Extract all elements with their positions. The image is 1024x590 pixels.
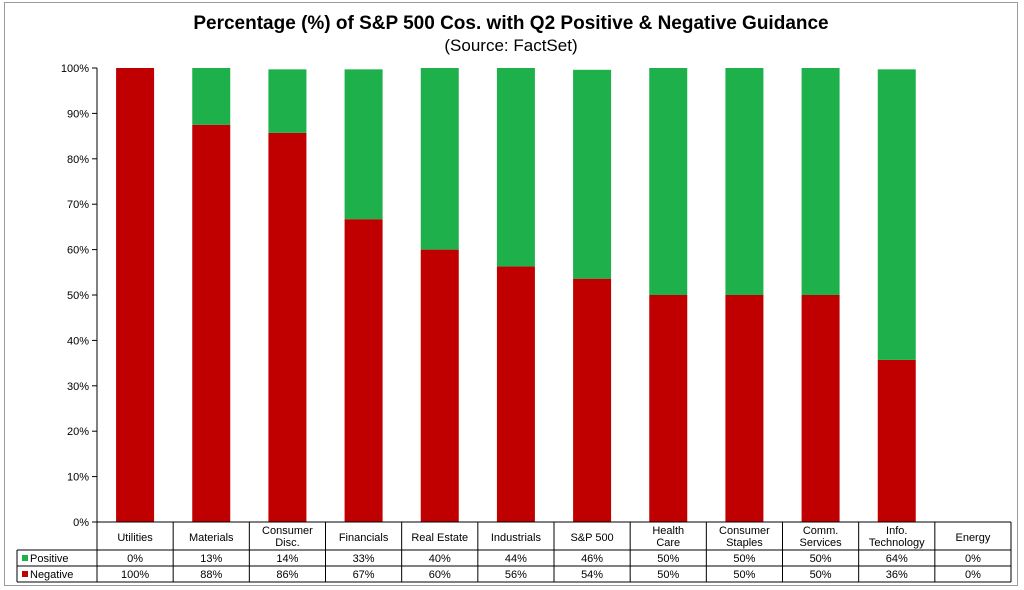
category-label: Consumer xyxy=(262,525,313,537)
y-tick-label: 0% xyxy=(73,517,89,529)
bar-negative xyxy=(268,132,307,522)
category-label: Comm. xyxy=(803,525,838,537)
table-value: 54% xyxy=(581,569,603,581)
bar-positive xyxy=(649,68,688,295)
bar-positive xyxy=(801,68,840,295)
table-value: 44% xyxy=(505,553,527,565)
category-label: Disc. xyxy=(275,537,299,549)
category-label: Financials xyxy=(339,532,389,544)
table-value: 86% xyxy=(276,569,298,581)
table-value: 0% xyxy=(965,553,981,565)
table-value: 0% xyxy=(965,569,981,581)
category-label: Staples xyxy=(726,537,763,549)
bar-positive xyxy=(725,68,764,295)
bar-negative xyxy=(877,359,916,522)
table-value: 50% xyxy=(733,553,755,565)
bar-negative xyxy=(801,295,840,522)
stacked-bar-chart: Percentage (%) of S&P 500 Cos. with Q2 P… xyxy=(16,13,1012,583)
y-tick-label: 90% xyxy=(67,108,89,120)
table-value: 88% xyxy=(200,569,222,581)
bar-positive xyxy=(496,68,535,267)
y-tick-label: 60% xyxy=(67,245,89,257)
legend-label: Negative xyxy=(30,569,73,581)
legend-label: Positive xyxy=(30,553,69,565)
chart-frame: Percentage (%) of S&P 500 Cos. with Q2 P… xyxy=(4,2,1018,586)
category-label: Utilities xyxy=(117,532,153,544)
table-value: 100% xyxy=(121,569,149,581)
table-value: 50% xyxy=(657,553,679,565)
table-value: 0% xyxy=(127,553,143,565)
bar-negative xyxy=(573,278,612,522)
table-value: 67% xyxy=(353,569,375,581)
y-axis: 0% 10% 20% 30% 40% 50% 60% 70% 80% 90% 100% xyxy=(61,63,98,529)
bar-negative xyxy=(116,68,155,522)
table-value: 50% xyxy=(657,569,679,581)
chart-subtitle: (Source: FactSet) xyxy=(444,36,577,55)
bar-negative xyxy=(420,249,459,522)
bar-negative xyxy=(344,219,383,522)
category-label: Materials xyxy=(189,532,234,544)
category-label: Care xyxy=(656,537,680,549)
table-value: 64% xyxy=(886,553,908,565)
category-label: Technology xyxy=(869,537,925,549)
bar-positive xyxy=(877,69,916,360)
category-label: Health xyxy=(652,525,684,537)
table-value: 50% xyxy=(810,569,832,581)
table-value: 36% xyxy=(886,569,908,581)
y-tick-label: 20% xyxy=(67,426,89,438)
table-value: 56% xyxy=(505,569,527,581)
category-label: Info. xyxy=(886,525,907,537)
category-label: Energy xyxy=(955,532,990,544)
y-tick-label: 40% xyxy=(67,335,89,347)
category-label: S&P 500 xyxy=(570,532,613,544)
y-tick-label: 30% xyxy=(67,381,89,393)
bar-positive xyxy=(420,68,459,250)
bar-positive xyxy=(268,69,307,133)
table-value: 60% xyxy=(429,569,451,581)
bar-negative xyxy=(496,266,535,522)
bars xyxy=(116,68,916,522)
y-tick-label: 70% xyxy=(67,199,89,211)
bar-positive xyxy=(344,69,383,220)
legend-swatch xyxy=(22,555,28,561)
table-value: 33% xyxy=(353,553,375,565)
category-label: Industrials xyxy=(491,532,542,544)
table-value: 14% xyxy=(276,553,298,565)
y-tick-label: 50% xyxy=(67,290,89,302)
bar-positive xyxy=(573,69,612,279)
legend-swatch xyxy=(22,571,28,577)
table-value: 50% xyxy=(733,569,755,581)
bar-negative xyxy=(725,295,764,522)
table-value: 50% xyxy=(810,553,832,565)
table-value: 46% xyxy=(581,553,603,565)
y-tick-label: 80% xyxy=(67,154,89,166)
table-value: 13% xyxy=(200,553,222,565)
chart-title: Percentage (%) of S&P 500 Cos. with Q2 P… xyxy=(193,13,828,34)
table-value: 40% xyxy=(429,553,451,565)
bar-positive xyxy=(192,68,231,125)
y-tick-label: 10% xyxy=(67,472,89,484)
category-label: Real Estate xyxy=(411,532,468,544)
bar-negative xyxy=(192,124,231,522)
category-label: Consumer xyxy=(719,525,770,537)
bar-negative xyxy=(649,295,688,522)
y-tick-label: 100% xyxy=(61,63,89,75)
category-label: Services xyxy=(799,537,842,549)
